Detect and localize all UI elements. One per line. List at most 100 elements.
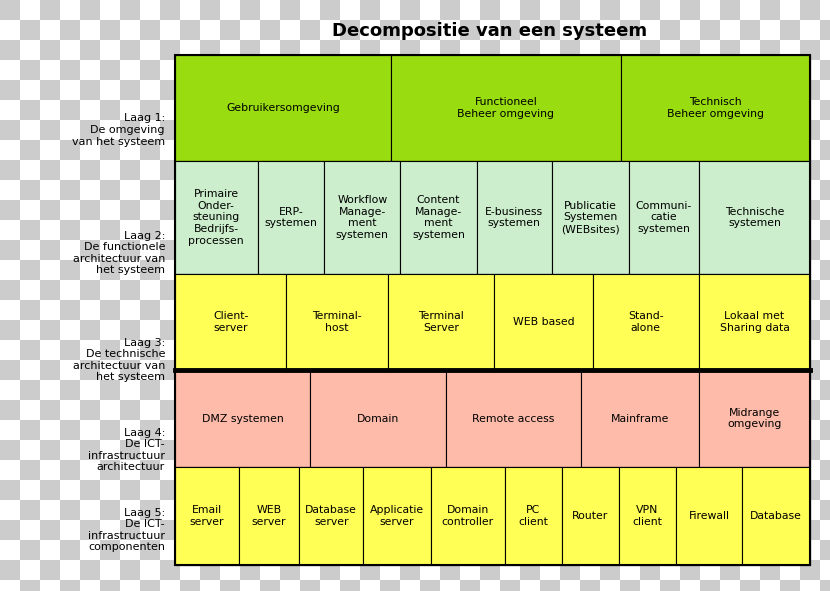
- Bar: [800, 160, 820, 180]
- Bar: [660, 180, 680, 200]
- Bar: [580, 340, 600, 360]
- Bar: [140, 80, 160, 100]
- Bar: [800, 180, 820, 200]
- Bar: [680, 160, 700, 180]
- Bar: [480, 460, 500, 480]
- Text: Mainframe: Mainframe: [611, 414, 669, 424]
- Bar: [720, 80, 740, 100]
- Bar: [800, 500, 820, 520]
- Bar: [600, 240, 620, 260]
- Bar: [820, 240, 830, 260]
- Bar: [520, 480, 540, 500]
- Bar: [0, 500, 20, 520]
- Bar: [440, 280, 460, 300]
- Bar: [80, 160, 100, 180]
- Bar: [820, 380, 830, 400]
- Bar: [580, 100, 600, 120]
- Bar: [180, 300, 200, 320]
- Bar: [0, 280, 20, 300]
- Bar: [120, 180, 140, 200]
- Bar: [460, 460, 480, 480]
- Bar: [800, 240, 820, 260]
- Bar: [140, 240, 160, 260]
- Bar: [760, 280, 780, 300]
- Bar: [380, 140, 400, 160]
- Bar: [220, 80, 240, 100]
- Bar: [640, 360, 660, 380]
- Bar: [20, 220, 40, 240]
- Bar: [0, 300, 20, 320]
- Bar: [780, 420, 800, 440]
- Bar: [420, 20, 440, 40]
- Bar: [580, 20, 600, 40]
- Bar: [720, 300, 740, 320]
- Bar: [220, 300, 240, 320]
- Bar: [400, 520, 420, 540]
- Bar: [280, 80, 300, 100]
- Bar: [80, 580, 100, 591]
- Bar: [20, 440, 40, 460]
- Bar: [300, 560, 320, 580]
- Bar: [480, 100, 500, 120]
- Bar: [680, 460, 700, 480]
- Bar: [740, 0, 760, 20]
- Bar: [300, 180, 320, 200]
- Bar: [620, 440, 640, 460]
- Bar: [820, 460, 830, 480]
- Bar: [220, 400, 240, 420]
- Text: Lokaal met
Sharing data: Lokaal met Sharing data: [720, 311, 789, 333]
- Bar: [760, 560, 780, 580]
- Bar: [100, 400, 120, 420]
- Bar: [680, 200, 700, 220]
- Bar: [480, 220, 500, 240]
- Bar: [60, 400, 80, 420]
- Bar: [520, 580, 540, 591]
- Bar: [0, 260, 20, 280]
- Bar: [500, 460, 520, 480]
- Bar: [440, 160, 460, 180]
- Bar: [500, 180, 520, 200]
- Bar: [440, 0, 460, 20]
- Bar: [280, 320, 300, 340]
- Bar: [660, 200, 680, 220]
- Bar: [800, 220, 820, 240]
- Bar: [580, 560, 600, 580]
- Bar: [560, 220, 580, 240]
- Bar: [60, 180, 80, 200]
- Bar: [60, 40, 80, 60]
- Bar: [740, 160, 760, 180]
- Bar: [320, 0, 340, 20]
- Bar: [820, 80, 830, 100]
- Bar: [100, 20, 120, 40]
- Bar: [360, 200, 380, 220]
- Bar: [340, 0, 360, 20]
- Bar: [300, 0, 320, 20]
- Bar: [440, 440, 460, 460]
- Bar: [100, 60, 120, 80]
- Bar: [100, 560, 120, 580]
- Bar: [580, 120, 600, 140]
- Bar: [240, 180, 260, 200]
- Bar: [600, 0, 620, 20]
- Bar: [40, 440, 60, 460]
- Bar: [700, 560, 720, 580]
- Bar: [220, 20, 240, 40]
- Bar: [400, 540, 420, 560]
- Bar: [0, 420, 20, 440]
- Bar: [240, 500, 260, 520]
- Bar: [100, 280, 120, 300]
- Bar: [660, 480, 680, 500]
- Bar: [720, 120, 740, 140]
- Bar: [160, 220, 180, 240]
- Bar: [140, 500, 160, 520]
- Bar: [400, 20, 420, 40]
- Bar: [380, 220, 400, 240]
- Bar: [580, 360, 600, 380]
- Bar: [320, 400, 340, 420]
- Bar: [420, 180, 440, 200]
- Bar: [400, 420, 420, 440]
- Bar: [320, 380, 340, 400]
- Bar: [240, 520, 260, 540]
- Bar: [200, 140, 220, 160]
- Bar: [660, 320, 680, 340]
